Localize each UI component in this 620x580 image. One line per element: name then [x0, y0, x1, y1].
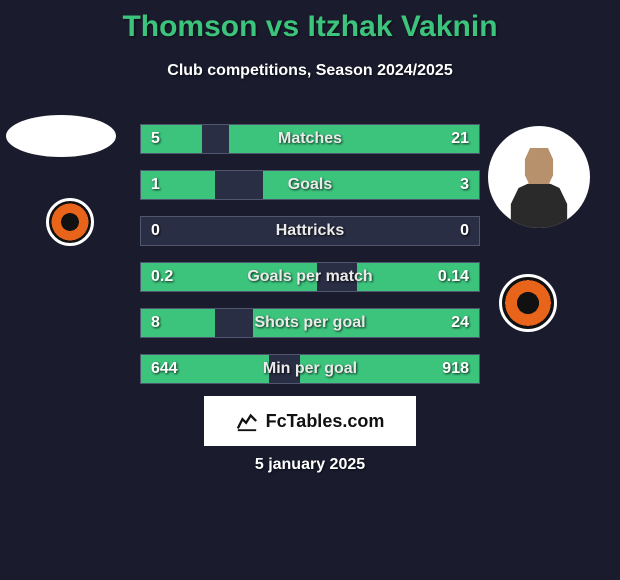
player-silhouette-icon	[507, 148, 571, 228]
stats-area: 521Matches 13Goals 00Hattricks 0.20.14Goals…	[140, 124, 480, 400]
branding: FcTables.com	[204, 396, 416, 446]
stat-label: Hattricks	[141, 217, 479, 245]
stat-row: 0.20.14Goals per match	[140, 262, 480, 292]
stat-label: Min per goal	[141, 355, 479, 383]
comparison-title: Thomson vs Itzhak Vaknin	[0, 0, 620, 44]
stat-row: 824Shots per goal	[140, 308, 480, 338]
stat-label: Goals	[141, 171, 479, 199]
club-right-badge	[499, 274, 557, 332]
club-left-badge	[46, 198, 94, 246]
stat-label: Matches	[141, 125, 479, 153]
chart-icon	[236, 410, 258, 432]
comparison-subtitle: Club competitions, Season 2024/2025	[0, 62, 620, 80]
stat-label: Goals per match	[141, 263, 479, 291]
stat-row: 644918Min per goal	[140, 354, 480, 384]
branding-text: FcTables.com	[266, 411, 385, 432]
stat-row: 13Goals	[140, 170, 480, 200]
player-left-avatar	[6, 115, 116, 157]
comparison-date: 5 january 2025	[0, 456, 620, 474]
stat-row: 521Matches	[140, 124, 480, 154]
stat-label: Shots per goal	[141, 309, 479, 337]
player-right-avatar	[488, 126, 590, 228]
stat-row: 00Hattricks	[140, 216, 480, 246]
